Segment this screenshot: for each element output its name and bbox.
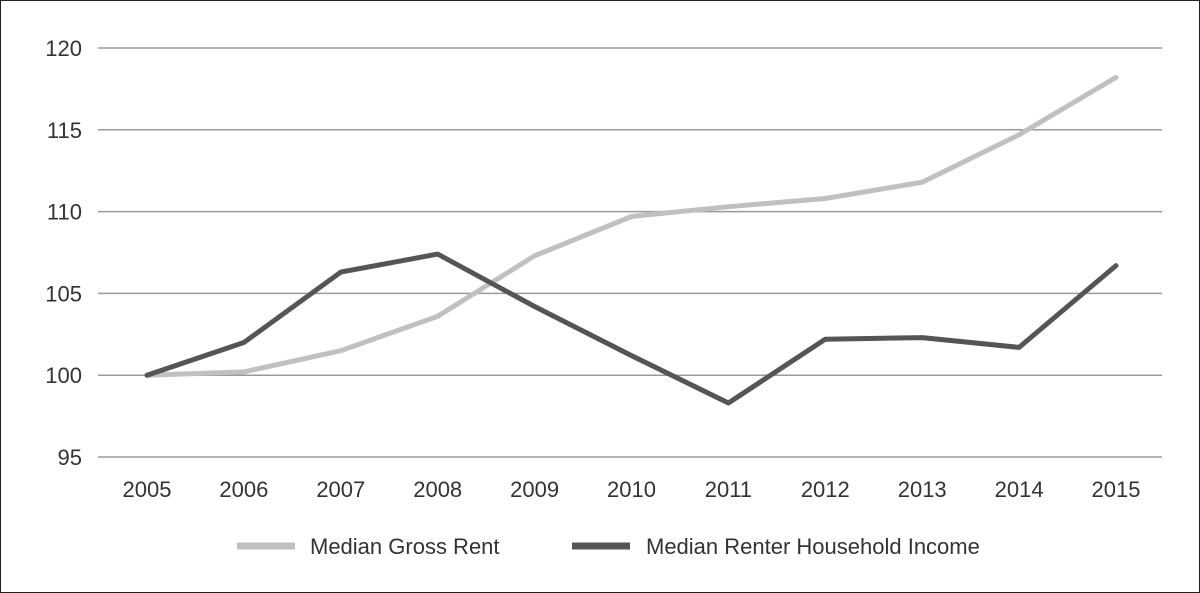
y-tick-label: 95 <box>58 445 82 470</box>
y-tick-label: 110 <box>47 200 82 225</box>
series-line-0 <box>144 74 1119 378</box>
x-tick-label: 2005 <box>123 477 172 502</box>
x-tick-label: 2012 <box>801 477 850 502</box>
y-axis-ticks: 95 100 105 110 115 120 <box>45 36 82 470</box>
x-tick-label: 2008 <box>413 477 462 502</box>
y-tick-label: 100 <box>45 363 82 388</box>
x-tick-label: 2007 <box>316 477 365 502</box>
series-line-1 <box>144 251 1119 406</box>
x-tick-label: 2014 <box>995 477 1044 502</box>
legend: Median Gross Rent Median Renter Househol… <box>237 534 980 559</box>
y-tick-label: 115 <box>47 118 82 143</box>
y-tick-label: 120 <box>45 36 82 61</box>
x-tick-label: 2006 <box>219 477 268 502</box>
x-tick-label: 2013 <box>898 477 947 502</box>
series-lines <box>144 74 1119 406</box>
legend-label-median-gross-rent: Median Gross Rent <box>310 534 500 559</box>
x-tick-label: 2015 <box>1092 477 1141 502</box>
x-tick-label: 2011 <box>705 477 752 502</box>
y-tick-label: 105 <box>45 281 82 306</box>
x-axis-ticks: 2005 2006 2007 2008 2009 2010 2011 2012 2013 2014… <box>123 477 1141 502</box>
x-tick-label: 2010 <box>607 477 656 502</box>
gridlines <box>98 47 1162 458</box>
legend-label-median-renter-household-income: Median Renter Household Income <box>646 534 980 559</box>
x-tick-label: 2009 <box>510 477 559 502</box>
